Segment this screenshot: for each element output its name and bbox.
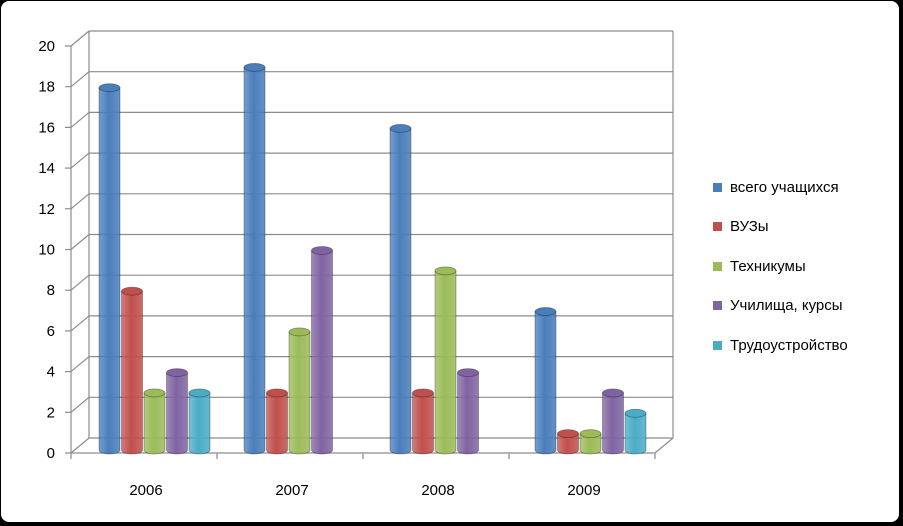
y-tick-label: 2 bbox=[47, 404, 55, 421]
bar bbox=[311, 246, 333, 455]
bar bbox=[624, 408, 647, 455]
y-tick-label: 20 bbox=[38, 38, 55, 55]
y-tick-label: 8 bbox=[47, 282, 55, 299]
y-tick-label: 0 bbox=[47, 445, 55, 462]
label-layer: 0 2 4 6 8 10 12 14 16 18 20 2006 2007 2008 2009 bbox=[38, 38, 600, 499]
y-tick-label: 4 bbox=[47, 364, 55, 381]
bar bbox=[143, 388, 166, 455]
gridline-side bbox=[70, 193, 90, 210]
bar bbox=[121, 286, 143, 455]
bar bbox=[243, 62, 266, 455]
bar bbox=[412, 388, 434, 455]
x-tick-label: 2006 bbox=[129, 482, 162, 499]
bar-layer bbox=[98, 62, 647, 455]
y-tick-label: 12 bbox=[38, 201, 55, 218]
y-tick-label: 6 bbox=[47, 323, 55, 340]
legend-item: Училища, курсы bbox=[713, 293, 893, 319]
y-tick-label: 14 bbox=[38, 160, 55, 177]
x-tick-label: 2009 bbox=[567, 482, 600, 499]
bar bbox=[389, 124, 412, 455]
x-tick-label: 2007 bbox=[275, 482, 308, 499]
axis-layer bbox=[65, 45, 674, 459]
legend-item: Техникумы bbox=[713, 253, 893, 279]
gridline-side bbox=[70, 152, 90, 169]
legend-swatch bbox=[713, 182, 722, 192]
bar bbox=[266, 388, 288, 455]
legend-item: ВУЗы bbox=[713, 214, 893, 240]
bar bbox=[534, 307, 557, 455]
legend-item: всего учащихся bbox=[713, 174, 893, 200]
bar bbox=[579, 429, 602, 455]
gridline-side bbox=[70, 274, 90, 291]
bar bbox=[457, 368, 479, 455]
legend-label: всего учащихся bbox=[730, 178, 839, 196]
bar bbox=[557, 429, 579, 455]
legend-swatch bbox=[713, 261, 722, 271]
legend-swatch bbox=[713, 340, 722, 350]
gridline-side bbox=[70, 30, 90, 47]
legend-swatch bbox=[713, 301, 722, 310]
y-tick-label: 10 bbox=[38, 242, 55, 259]
floor-edge bbox=[654, 437, 674, 454]
gridline-side bbox=[70, 437, 90, 454]
bar bbox=[288, 327, 311, 455]
gridline-side bbox=[70, 396, 90, 413]
legend: всего учащихся ВУЗы Техникумы Училища, к… bbox=[713, 174, 893, 372]
bar bbox=[98, 83, 121, 455]
gridline-side bbox=[70, 71, 90, 88]
bar bbox=[434, 266, 457, 455]
legend-item: Трудоустройство bbox=[713, 332, 893, 358]
y-tick-label: 18 bbox=[38, 79, 55, 96]
x-tick-label: 2008 bbox=[421, 482, 454, 499]
legend-label: Трудоустройство bbox=[730, 336, 848, 354]
gridline-side bbox=[70, 356, 90, 373]
bar bbox=[188, 388, 211, 455]
legend-swatch bbox=[713, 222, 722, 231]
gridline-side bbox=[70, 111, 90, 128]
bar bbox=[602, 388, 624, 455]
gridline-side bbox=[70, 315, 90, 332]
y-tick-label: 16 bbox=[38, 119, 55, 136]
gridline-side bbox=[70, 234, 90, 250]
legend-label: Училища, курсы bbox=[730, 297, 843, 314]
legend-label: Техникумы bbox=[730, 257, 806, 275]
legend-label: ВУЗы bbox=[730, 218, 769, 235]
bar bbox=[166, 368, 188, 455]
